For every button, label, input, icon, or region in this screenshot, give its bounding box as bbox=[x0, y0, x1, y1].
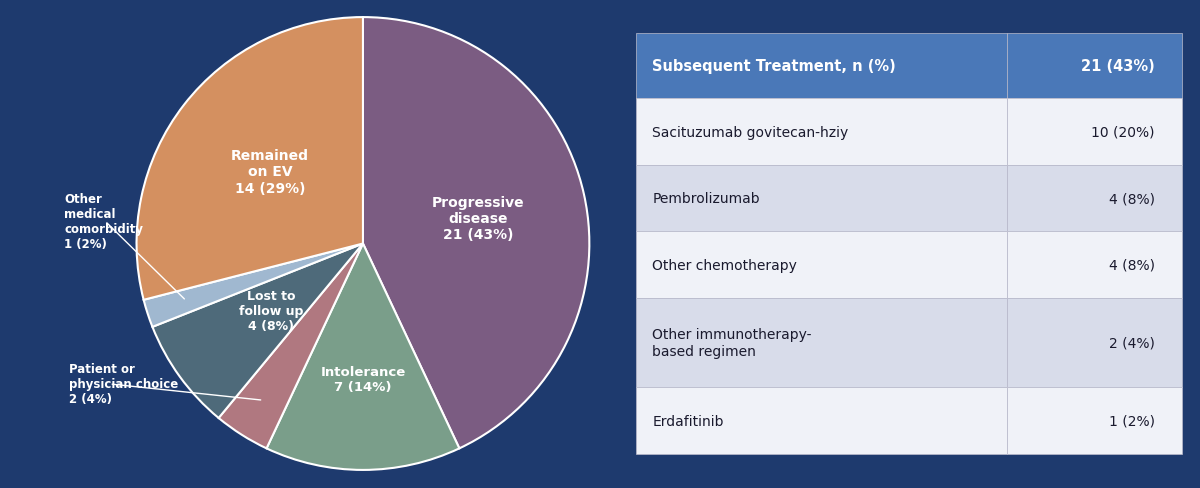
Wedge shape bbox=[218, 244, 362, 448]
Text: Other
medical
comorbidity
1 (2%): Other medical comorbidity 1 (2%) bbox=[64, 192, 143, 250]
Bar bbox=[1007, 298, 1182, 387]
Text: 4 (8%): 4 (8%) bbox=[1109, 258, 1154, 272]
Bar bbox=[1007, 165, 1182, 232]
Bar bbox=[636, 165, 1007, 232]
Bar bbox=[1007, 99, 1182, 165]
Text: 1 (2%): 1 (2%) bbox=[1109, 414, 1154, 427]
Text: 10 (20%): 10 (20%) bbox=[1091, 125, 1154, 140]
Text: Lost to
follow up
4 (8%): Lost to follow up 4 (8%) bbox=[239, 289, 304, 332]
Text: Intolerance
7 (14%): Intolerance 7 (14%) bbox=[320, 366, 406, 393]
Text: Other immunotherapy-
based regimen: Other immunotherapy- based regimen bbox=[653, 328, 812, 358]
Text: Progressive
disease
21 (43%): Progressive disease 21 (43%) bbox=[432, 195, 524, 242]
Text: 21 (43%): 21 (43%) bbox=[1081, 59, 1154, 74]
Text: 4 (8%): 4 (8%) bbox=[1109, 192, 1154, 206]
Text: 2 (4%): 2 (4%) bbox=[1109, 336, 1154, 350]
Text: Other chemotherapy: Other chemotherapy bbox=[653, 258, 797, 272]
Bar bbox=[636, 232, 1007, 298]
Wedge shape bbox=[266, 244, 460, 470]
Wedge shape bbox=[152, 244, 362, 418]
Wedge shape bbox=[144, 244, 362, 327]
Bar bbox=[1007, 232, 1182, 298]
Bar bbox=[636, 34, 1007, 99]
Wedge shape bbox=[137, 18, 362, 300]
Text: Erdafitinib: Erdafitinib bbox=[653, 414, 724, 427]
Text: Sacituzumab govitecan-hziy: Sacituzumab govitecan-hziy bbox=[653, 125, 848, 140]
Bar bbox=[636, 387, 1007, 454]
Bar bbox=[1007, 34, 1182, 99]
Text: Patient or
physician choice
2 (4%): Patient or physician choice 2 (4%) bbox=[68, 363, 178, 406]
Text: Pembrolizumab: Pembrolizumab bbox=[653, 192, 760, 206]
Bar bbox=[636, 99, 1007, 165]
Bar bbox=[1007, 387, 1182, 454]
Text: Remained
on EV
14 (29%): Remained on EV 14 (29%) bbox=[230, 149, 308, 195]
Text: Subsequent Treatment, n (%): Subsequent Treatment, n (%) bbox=[653, 59, 896, 74]
Bar bbox=[636, 298, 1007, 387]
Wedge shape bbox=[362, 18, 589, 448]
